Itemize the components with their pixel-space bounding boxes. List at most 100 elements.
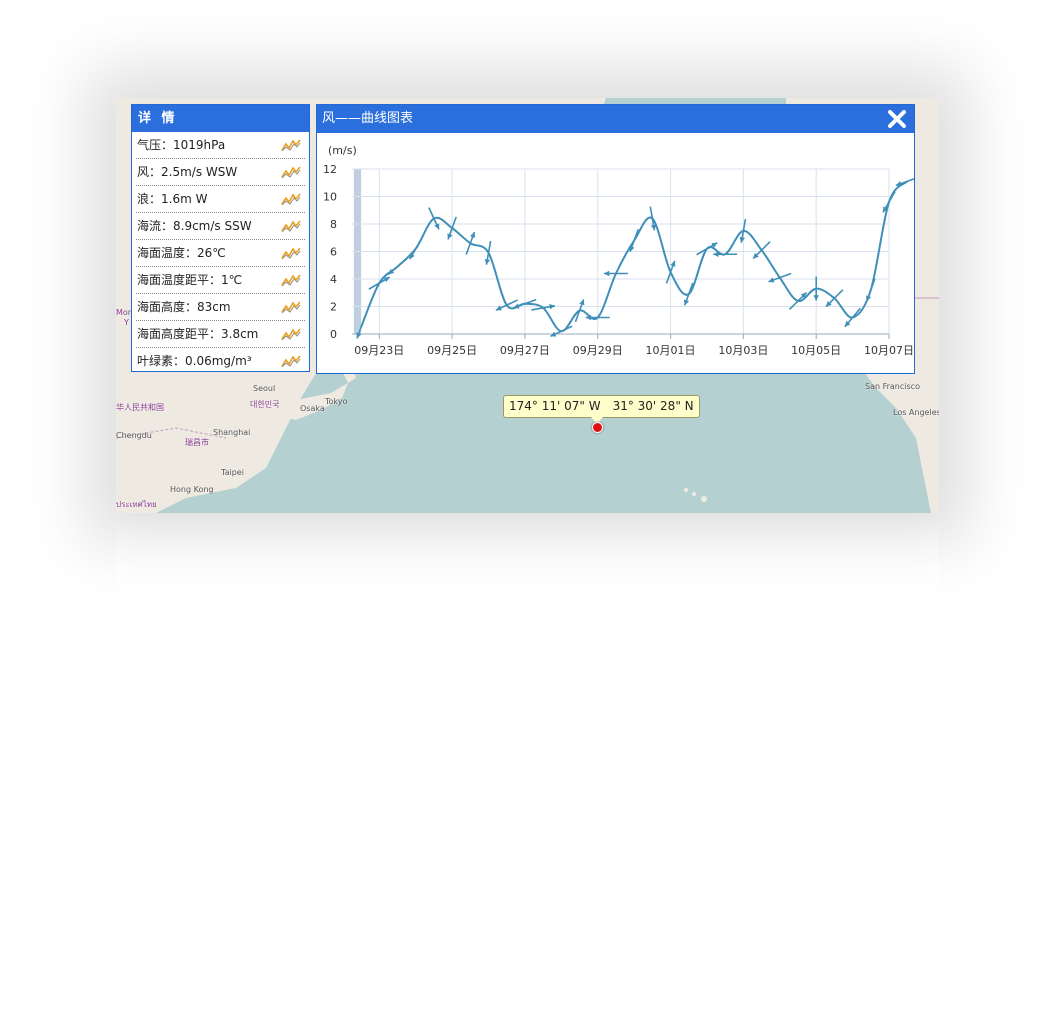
wind-arrow-head bbox=[650, 224, 657, 231]
tooltip-pointer bbox=[591, 417, 603, 424]
wind-arrow-head bbox=[711, 242, 718, 248]
y-tick-label: 8 bbox=[330, 218, 337, 231]
map-label: Los Angeles bbox=[893, 408, 939, 417]
wind-arrow-head bbox=[579, 299, 585, 306]
wind-arrow-head bbox=[739, 236, 745, 243]
details-panel: 详 情 气压：1019hPa 风：2.5m/s WSW 浪：1.6m W 海流：8.9… bbox=[131, 104, 310, 372]
chart-panel-header: 风——曲线图表 bbox=[317, 105, 914, 133]
wind-arrow-head bbox=[865, 295, 872, 302]
detail-label: 海流：8.9cm/s SSW bbox=[137, 219, 252, 233]
map-label: Y bbox=[124, 318, 129, 327]
wind-arrow-head bbox=[484, 258, 491, 265]
detail-label: 海面高度距平：3.8cm bbox=[137, 327, 259, 341]
wind-arrow-head bbox=[844, 320, 851, 327]
wind-arrow-head bbox=[683, 299, 690, 306]
line-chart-icon[interactable] bbox=[281, 165, 301, 179]
detail-label: 海面高度：83cm bbox=[137, 300, 231, 314]
line-chart-icon[interactable] bbox=[281, 219, 301, 233]
line-chart-icon[interactable] bbox=[281, 327, 301, 341]
x-tick-label: 10月07日 bbox=[864, 344, 914, 357]
location-marker[interactable] bbox=[592, 422, 603, 433]
wind-arrow-head bbox=[447, 233, 453, 240]
detail-label: 海面温度：26℃ bbox=[137, 246, 226, 260]
wind-arrow-head bbox=[895, 181, 902, 187]
y-tick-label: 2 bbox=[330, 301, 337, 314]
chart-panel: 风——曲线图表 0 2 4 6 8 10 12 09月23日 09月25日 09月27日 09月29… bbox=[316, 104, 915, 374]
wind-arrow-head bbox=[356, 332, 362, 339]
detail-row: 叶绿素：0.06mg/m³ bbox=[136, 348, 305, 371]
wind-arrow-head bbox=[470, 231, 476, 238]
map-label: Osaka bbox=[300, 404, 325, 413]
map-label: Tokyo bbox=[325, 397, 348, 406]
y-tick-label: 10 bbox=[323, 191, 337, 204]
wind-arrow-head bbox=[800, 292, 807, 299]
detail-row: 海面温度：26℃ bbox=[136, 240, 305, 267]
coordinate-tooltip: 174° 11' 07" W 31° 30' 28" N bbox=[503, 395, 700, 418]
latitude-value: 31° 30' 28" N bbox=[612, 399, 694, 413]
wind-arrow-head bbox=[550, 331, 557, 337]
line-chart-icon[interactable] bbox=[281, 354, 301, 368]
x-tick-label: 10月01日 bbox=[646, 344, 696, 357]
wind-arrow-head bbox=[383, 277, 390, 283]
detail-label: 风：2.5m/s WSW bbox=[137, 165, 238, 179]
line-chart-icon[interactable] bbox=[281, 246, 301, 260]
wind-arrow-head bbox=[813, 295, 819, 301]
y-tick-label: 6 bbox=[330, 246, 337, 259]
wind-arrow-head bbox=[883, 206, 889, 213]
map-label: Taipei bbox=[221, 468, 244, 477]
series-line bbox=[360, 180, 908, 333]
x-tick-label: 10月05日 bbox=[791, 344, 841, 357]
x-tick-label: 09月29日 bbox=[573, 344, 623, 357]
detail-label: 海面温度距平：1℃ bbox=[137, 273, 243, 287]
detail-label: 气压：1019hPa bbox=[137, 138, 226, 152]
longitude-value: 174° 11' 07" W bbox=[509, 399, 601, 413]
y-tick-label: 0 bbox=[330, 328, 337, 341]
map-label: 瑞昌市 bbox=[185, 438, 209, 447]
line-chart-icon[interactable] bbox=[281, 192, 301, 206]
x-tick-label: 09月25日 bbox=[427, 344, 477, 357]
wind-arrow-head bbox=[603, 270, 610, 277]
map-label: 华人民共和国 bbox=[116, 403, 164, 412]
chart-panel-title: 风——曲线图表 bbox=[322, 111, 414, 126]
details-title: 详 情 bbox=[132, 105, 309, 132]
wind-arrow-head bbox=[409, 253, 415, 260]
wind-arrow-head bbox=[713, 251, 719, 257]
map-label: ประเทศไทย bbox=[116, 500, 157, 509]
wind-arrow-head bbox=[549, 304, 555, 310]
detail-label: 叶绿素：0.06mg/m³ bbox=[137, 354, 252, 368]
wind-arrow-head bbox=[434, 223, 440, 230]
map-label: San Francisco bbox=[865, 382, 920, 391]
wind-line-chart: 0 2 4 6 8 10 12 09月23日 09月25日 09月27日 09月29日 10月01日 1… bbox=[323, 144, 914, 357]
detail-label: 浪：1.6m W bbox=[137, 192, 208, 206]
line-chart-icon[interactable] bbox=[281, 273, 301, 287]
map-label: Shanghai bbox=[213, 428, 251, 437]
y-axis-label: (m/s) bbox=[328, 144, 357, 157]
line-chart-icon[interactable] bbox=[281, 138, 301, 152]
x-tick-label: 09月23日 bbox=[354, 344, 404, 357]
line-chart-icon[interactable] bbox=[281, 300, 301, 314]
map-label: 대한민국 bbox=[250, 400, 280, 409]
y-tick-label: 4 bbox=[330, 273, 337, 286]
detail-row: 浪：1.6m W bbox=[136, 186, 305, 213]
wind-arrow-head bbox=[388, 268, 395, 275]
detail-row: 气压：1019hPa bbox=[136, 132, 305, 159]
y-tick-label: 12 bbox=[323, 163, 337, 176]
wind-arrow-head bbox=[513, 303, 520, 309]
wind-arrow-head bbox=[753, 252, 759, 259]
wind-arrow-head bbox=[585, 314, 592, 321]
map-reflection bbox=[116, 513, 939, 643]
wind-arrow-head bbox=[670, 260, 676, 267]
x-tick-label: 09月27日 bbox=[500, 344, 550, 357]
wind-arrow-head bbox=[495, 305, 502, 311]
map-label: Hong Kong bbox=[170, 485, 214, 494]
x-tick-label: 10月03日 bbox=[718, 344, 768, 357]
map-label: Chengdu bbox=[116, 431, 152, 440]
map-label: Mor bbox=[116, 308, 132, 317]
wind-arrow-head bbox=[629, 245, 635, 252]
wind-arrow-head bbox=[825, 301, 832, 307]
detail-row: 海面高度距平：3.8cm bbox=[136, 321, 305, 348]
detail-row: 海流：8.9cm/s SSW bbox=[136, 213, 305, 240]
close-icon[interactable] bbox=[886, 108, 908, 130]
detail-row: 海面温度距平：1℃ bbox=[136, 267, 305, 294]
map-label: Seoul bbox=[253, 384, 276, 393]
